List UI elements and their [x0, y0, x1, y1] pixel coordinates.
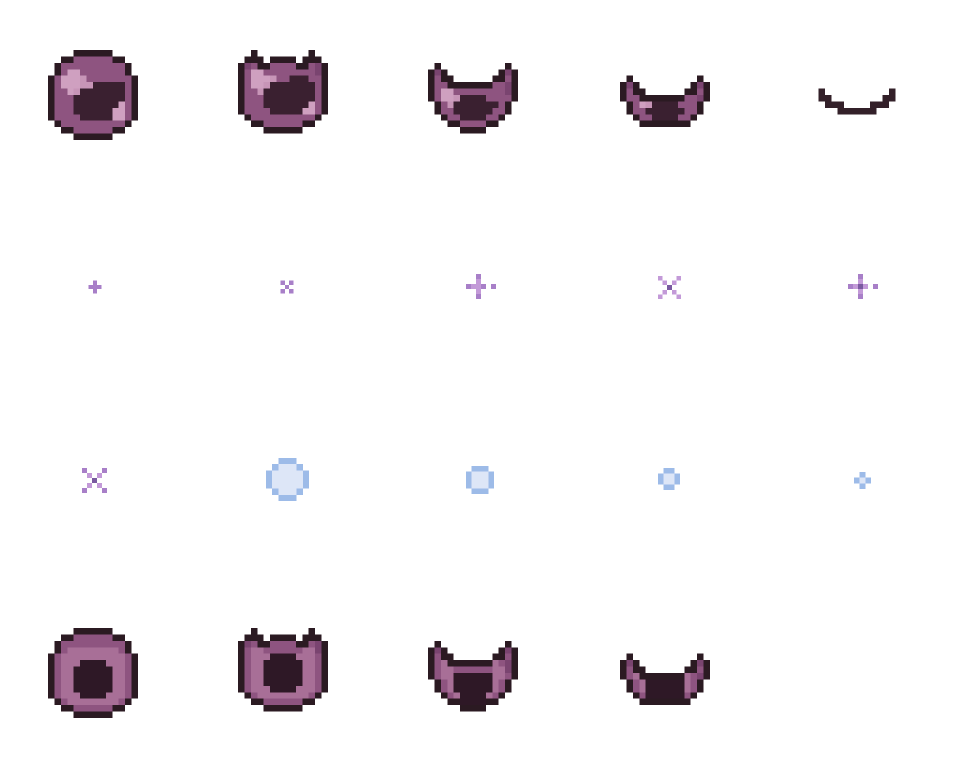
eye-flat-blink-frame-4[interactable]	[620, 628, 710, 718]
bubble-medium[interactable]	[466, 466, 494, 494]
eye-blink-frame-2[interactable]	[238, 50, 328, 140]
eye-open-frame-1-pixels	[48, 50, 138, 140]
eye-flat-open-frame-1-pixels	[48, 628, 138, 718]
eye-closed-frame-5[interactable]	[812, 50, 902, 140]
eye-blink-frame-4[interactable]	[620, 50, 710, 140]
sparkle-diagonal-dots-pixels	[276, 276, 298, 298]
eye-blink-frame-2-pixels	[238, 50, 328, 140]
bubble-small[interactable]	[658, 468, 681, 491]
eye-blink-frame-4-pixels	[620, 50, 710, 140]
bubble-tiny-pixels	[854, 472, 871, 489]
eye-flat-blink-frame-4-pixels	[620, 628, 710, 718]
sparkle-diagonal-dots[interactable]	[276, 276, 298, 298]
sparkle-x-burst-pixels	[658, 276, 681, 299]
eye-flat-blink-frame-2[interactable]	[238, 628, 328, 718]
sparkle-small-plus-pixels	[84, 276, 106, 298]
bubble-large[interactable]	[266, 458, 310, 502]
eye-flat-blink-frame-3-pixels	[428, 628, 518, 718]
eye-blink-frame-3[interactable]	[428, 50, 518, 140]
eye-flat-blink-frame-2-pixels	[238, 628, 328, 718]
bubble-small-pixels	[658, 468, 681, 491]
sparkle-four-point-star-pixels	[848, 274, 878, 299]
eye-blink-frame-3-pixels	[428, 50, 518, 140]
sparkle-x-fade[interactable]	[82, 468, 107, 493]
sparkle-large-plus[interactable]	[466, 274, 496, 299]
sparkle-small-plus[interactable]	[84, 276, 106, 298]
sparkle-x-burst[interactable]	[658, 276, 681, 299]
eye-closed-frame-5-pixels	[812, 50, 902, 140]
eye-flat-blink-frame-3[interactable]	[428, 628, 518, 718]
eye-open-frame-1[interactable]	[48, 50, 138, 140]
sparkle-four-point-star[interactable]	[848, 274, 878, 299]
eye-flat-open-frame-1[interactable]	[48, 628, 138, 718]
sparkle-x-fade-pixels	[82, 468, 107, 493]
bubble-large-pixels	[266, 458, 310, 502]
bubble-medium-pixels	[466, 466, 494, 494]
bubble-tiny[interactable]	[854, 472, 871, 489]
sparkle-large-plus-pixels	[466, 274, 496, 299]
